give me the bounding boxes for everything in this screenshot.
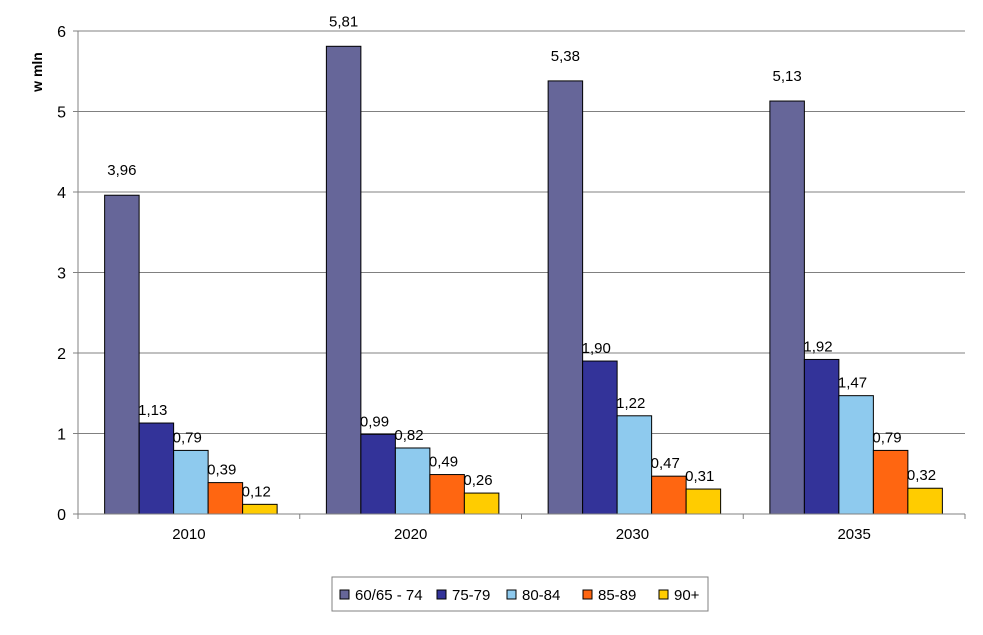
bar bbox=[685, 488, 722, 515]
legend-swatch bbox=[582, 589, 593, 600]
x-axis: 2010 2020 2030 2035 bbox=[77, 513, 966, 543]
y-axis: 0 1 2 3 4 5 6 bbox=[57, 24, 79, 524]
bar bbox=[907, 487, 943, 515]
bar bbox=[207, 482, 244, 515]
y-tick-label: 6 bbox=[57, 24, 66, 41]
data-label: 0,99 bbox=[360, 413, 389, 430]
y-tick-label: 1 bbox=[57, 427, 66, 444]
bar bbox=[547, 80, 584, 515]
data-label: 0,26 bbox=[463, 472, 492, 489]
x-tick-label: 2035 bbox=[837, 526, 870, 543]
y-tick-label: 3 bbox=[57, 266, 66, 283]
bar bbox=[242, 503, 278, 515]
data-labels: 3,96 1,13 0,79 0,39 0,12 5,81 0,99 0,82 0,49 0,26… bbox=[107, 13, 936, 500]
bar bbox=[429, 474, 465, 515]
bar bbox=[582, 360, 618, 515]
bar bbox=[616, 415, 653, 515]
data-label: 0,39 bbox=[207, 462, 236, 479]
legend: 60/65 - 74 75-79 80-84 85-89 90+ bbox=[331, 576, 709, 612]
bar bbox=[104, 194, 140, 515]
data-label: 1,47 bbox=[838, 375, 867, 392]
bar bbox=[173, 449, 209, 515]
data-label: 5,81 bbox=[329, 13, 358, 30]
data-label: 0,31 bbox=[685, 468, 714, 485]
data-label: 0,47 bbox=[651, 455, 680, 472]
data-label: 1,22 bbox=[616, 395, 645, 412]
bar bbox=[769, 100, 805, 515]
data-label: 0,32 bbox=[907, 467, 936, 484]
bar bbox=[138, 422, 175, 515]
data-label: 1,13 bbox=[138, 402, 167, 419]
y-axis-label: w mln bbox=[29, 52, 45, 93]
bar bbox=[325, 45, 362, 515]
legend-label: 75-79 bbox=[452, 587, 490, 604]
x-tick-label: 2010 bbox=[172, 526, 205, 543]
data-label: 1,92 bbox=[803, 338, 832, 355]
bars bbox=[104, 45, 943, 515]
data-label: 0,79 bbox=[173, 429, 202, 446]
y-tick-label: 0 bbox=[57, 507, 66, 524]
data-label: 1,90 bbox=[582, 340, 611, 357]
data-label: 3,96 bbox=[107, 162, 136, 179]
legend-label: 85-89 bbox=[598, 587, 636, 604]
y-tick-label: 2 bbox=[57, 346, 66, 363]
legend-label: 60/65 - 74 bbox=[355, 587, 423, 604]
data-label: 0,82 bbox=[394, 427, 423, 444]
data-label: 5,38 bbox=[551, 48, 580, 65]
y-tick-label: 4 bbox=[57, 185, 66, 202]
legend-box bbox=[331, 576, 709, 612]
bar bbox=[463, 492, 500, 515]
legend-swatch bbox=[339, 589, 350, 600]
bar bbox=[360, 433, 396, 515]
data-label: 0,12 bbox=[242, 483, 271, 500]
legend-swatch bbox=[506, 589, 517, 600]
legend-label: 80-84 bbox=[522, 587, 560, 604]
legend-swatch bbox=[436, 589, 447, 600]
legend-swatch bbox=[658, 589, 669, 600]
x-tick-label: 2030 bbox=[616, 526, 649, 543]
bar bbox=[838, 395, 874, 515]
bar bbox=[872, 449, 909, 515]
data-label: 0,49 bbox=[429, 454, 458, 471]
bar bbox=[394, 447, 431, 515]
bar bbox=[803, 358, 840, 515]
data-label: 5,13 bbox=[773, 68, 802, 85]
y-tick-label: 5 bbox=[57, 105, 66, 122]
legend-label: 90+ bbox=[674, 587, 700, 604]
x-tick-label: 2020 bbox=[394, 526, 427, 543]
bar bbox=[651, 475, 687, 515]
data-label: 0,79 bbox=[872, 429, 901, 446]
